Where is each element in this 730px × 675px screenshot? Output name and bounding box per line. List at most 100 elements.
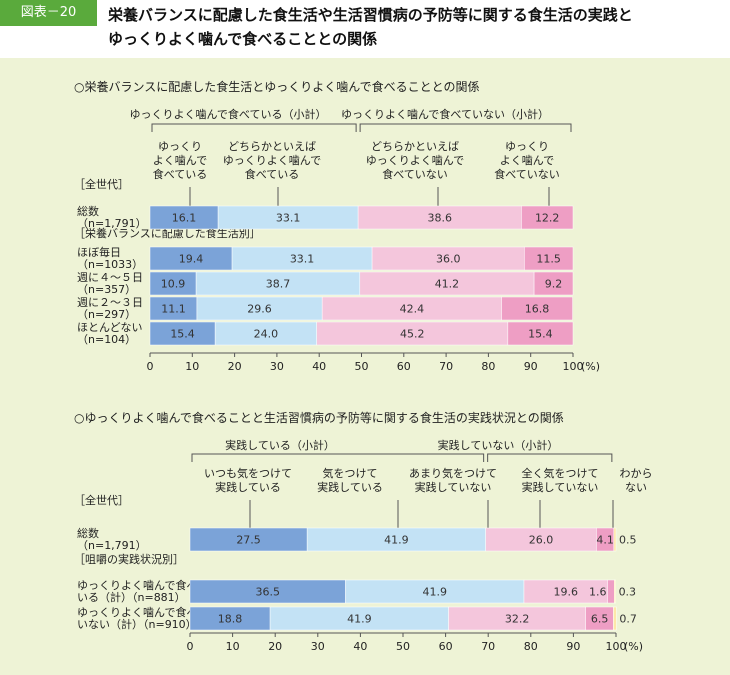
chart2-bar-row2-seg5	[614, 579, 616, 604]
chart2-value-label-row1-seg4: 4.1	[596, 534, 614, 547]
chart1-row-sublabel-4: （n=297）	[77, 308, 136, 321]
chart2-value-label-row2-seg5: 0.3	[619, 586, 637, 599]
chart1-x-tick-label-2: 20	[228, 360, 242, 373]
chart1-row-sublabel-5: （n=104）	[77, 333, 136, 346]
chart2-value-label-row3-seg1: 18.8	[218, 613, 243, 626]
chart1-value-label-row2-seg3: 36.0	[436, 253, 461, 266]
chart1-group-label-1: ゆっくりよく噛んで食べている（小計）	[129, 107, 326, 121]
chart1-series-label-2: 食べている	[245, 167, 300, 181]
chart2-x-tick-label-7: 70	[481, 640, 495, 653]
chart1-series-label-4: ゆっくり	[505, 140, 549, 153]
chart1-x-tick-label-3: 30	[270, 360, 284, 373]
chart2-x-tick-label-2: 20	[268, 640, 282, 653]
chart1-x-tick-label-10: 100	[563, 360, 584, 373]
chart1-series-label-1: 食べている	[153, 167, 208, 181]
chart1-row-label-2: ほぼ毎日	[77, 246, 121, 259]
chart2-bar-row1-seg5	[613, 527, 617, 552]
chart2-x-tick-label-8: 80	[524, 640, 538, 653]
chart1-series-label-3: 食べていない	[382, 167, 448, 181]
chart2-x-tick-label-6: 60	[439, 640, 453, 653]
chart2-group-bracket-1	[191, 453, 485, 462]
chart1-group-bracket-2	[359, 123, 572, 132]
chart2-bar-row2-seg4	[607, 579, 615, 604]
chart1-value-label-row2-seg4: 11.5	[536, 253, 561, 266]
chart2-bar-row3-seg5	[613, 606, 617, 631]
figure-header: 図表－20 栄養バランスに配慮した食生活や生活習慣病の予防等に関する食生活の実践…	[0, 0, 730, 54]
chart2-value-label-row1-seg5: 0.5	[619, 534, 637, 547]
chart1-title: ○栄養バランスに配慮した食生活とゆっくりよく噛んで食べることとの関係	[74, 79, 480, 94]
chart2-row-sublabel-3: いない（計）（n=910）	[77, 617, 197, 631]
figure-title-line-2: ゆっくりよく噛んで食べることとの関係	[108, 30, 378, 48]
chart1-value-label-row3-seg3: 41.2	[435, 278, 460, 291]
chart1-bar-row4-seg4	[501, 296, 573, 321]
chart2-x-tick-label-4: 40	[353, 640, 367, 653]
chart2-value-label-row2-seg3: 19.6	[553, 586, 578, 599]
chart1-x-tick-label-9: 90	[524, 360, 538, 373]
chart2-value-label-row1-seg3: 26.0	[529, 534, 554, 547]
chart1-value-label-row4-seg1: 11.1	[161, 303, 186, 316]
chart2-x-tick-label-1: 10	[226, 640, 240, 653]
chart2-series-label-4: 全く気をつけて	[522, 466, 599, 480]
chart1-value-label-row2-seg1: 19.4	[179, 253, 204, 266]
chart1-bar-row1-seg4	[521, 205, 574, 230]
chart2-group-bracket-2	[487, 453, 613, 462]
chart1-section-label-1: ［全世代］	[74, 177, 129, 191]
chart2-value-label-row2-seg4: 1.6	[589, 586, 607, 599]
chart2-x-tick-label-10: 100	[606, 640, 627, 653]
chart2-section-label-1: ［全世代］	[74, 493, 129, 507]
chart1-x-tick-label-7: 70	[439, 360, 453, 373]
chart1-series-label-1: よく噛んで	[153, 153, 207, 167]
chart1-series-label-2: ゆっくりよく噛んで	[223, 153, 321, 167]
chart2-series-label-1: 実践している	[215, 480, 281, 494]
chart2-series-label-2: 気をつけて	[323, 466, 378, 480]
chart1-row-sublabel-3: （n=357）	[77, 283, 136, 296]
chart2-series-label-3: 実践していない	[415, 480, 492, 494]
chart1-value-label-row5-seg2: 24.0	[254, 328, 279, 341]
chart1-value-label-row3-seg4: 9.2	[545, 278, 563, 291]
chart1-value-label-row4-seg4: 16.8	[525, 303, 550, 316]
chart1-x-tick-label-5: 50	[355, 360, 369, 373]
chart1-series-label-4: 食べていない	[494, 167, 560, 181]
chart2-row-label-1: 総数	[77, 526, 99, 540]
chart1-row-label-1: 総数	[77, 204, 99, 218]
chart1-bar-row2-seg4	[524, 246, 574, 271]
chart2-x-tick-label-9: 90	[566, 640, 580, 653]
chart1-x-tick-label-8: 80	[481, 360, 495, 373]
chart1-bar-row3-seg4	[533, 271, 574, 296]
chart1-value-label-row4-seg3: 42.4	[400, 303, 425, 316]
chart2-value-label-row2-seg2: 41.9	[422, 586, 447, 599]
chart1-value-label-row1-seg4: 12.2	[535, 212, 560, 225]
chart1-value-label-row5-seg3: 45.2	[400, 328, 425, 341]
chart2-value-label-row3-seg5: 0.7	[619, 613, 637, 626]
chart2-title: ○ゆっくりよく噛んで食べることと生活習慣病の予防等に関する食生活の実践状況との関…	[74, 410, 564, 425]
figure-number-badge: 図表－20	[0, 0, 97, 26]
chart1-bar-row5-seg4	[507, 321, 574, 346]
chart1-series-label-3: どちらかといえば	[371, 140, 459, 153]
chart2-section-label-2: ［咀嚼の実践状況別］	[74, 552, 184, 566]
chart1-value-label-row1-seg1: 16.1	[172, 212, 197, 225]
charts-svg: ○栄養バランスに配慮した食生活とゆっくりよく噛んで食べることとの関係ゆっくりよく…	[74, 79, 653, 653]
chart1-x-unit: (%)	[581, 360, 600, 373]
chart1-group-bracket-1	[151, 123, 357, 132]
chart2-series-label-1: いつも気をつけて	[204, 466, 292, 480]
chart1-value-label-row1-seg3: 38.6	[428, 212, 453, 225]
chart1-value-label-row3-seg2: 38.7	[266, 278, 291, 291]
chart2-group-label-2: 実践していない（小計）	[438, 438, 559, 452]
chart2-x-tick-label-3: 30	[311, 640, 325, 653]
chart1-series-label-1: ゆっくり	[158, 140, 202, 153]
chart1-value-label-row5-seg1: 15.4	[170, 328, 195, 341]
chart1-series-label-2: どちらかといえば	[228, 140, 316, 153]
chart2-value-label-row2-seg1: 36.5	[255, 586, 280, 599]
chart1-value-label-row2-seg2: 33.1	[290, 253, 315, 266]
chart2-series-label-5: ない	[625, 481, 647, 494]
chart2-x-tick-label-5: 50	[396, 640, 410, 653]
chart1-series-label-3: ゆっくりよく噛んで	[366, 153, 464, 167]
chart1-series-label-4: よく噛んで	[500, 153, 554, 167]
chart1-row-sublabel-2: （n=1033）	[77, 258, 143, 271]
chart2-value-label-row3-seg4: 6.5	[591, 613, 609, 626]
chart2-value-label-row1-seg2: 41.9	[384, 534, 409, 547]
chart2-value-label-row3-seg2: 41.9	[347, 613, 372, 626]
chart2-group-label-1: 実践している（小計）	[225, 438, 335, 452]
chart1-x-tick-label-0: 0	[147, 360, 154, 373]
figure-title-line-1: 栄養バランスに配慮した食生活や生活習慣病の予防等に関する食生活の実践と	[108, 6, 633, 24]
